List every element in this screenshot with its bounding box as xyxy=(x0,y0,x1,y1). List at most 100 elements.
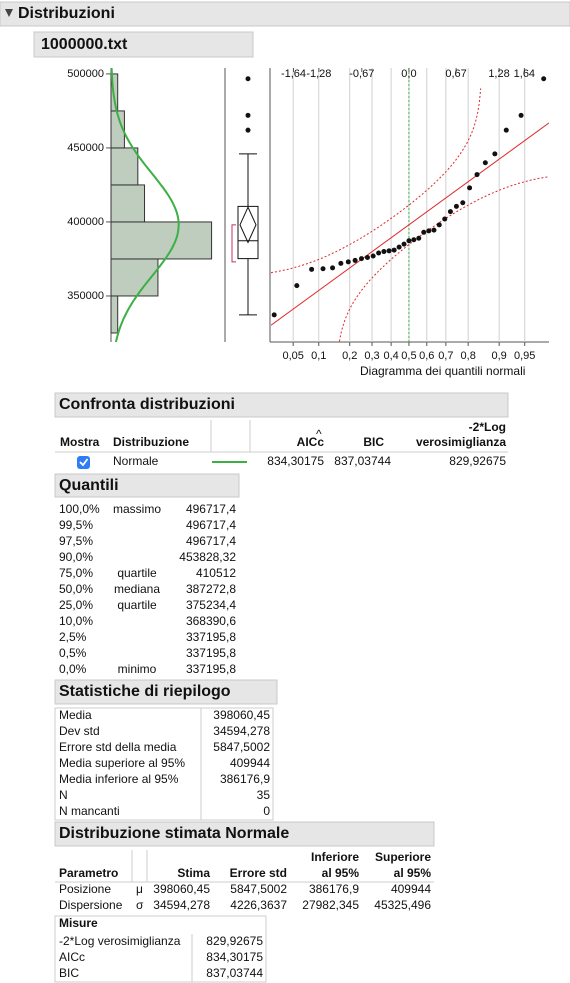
histogram-bar xyxy=(110,147,139,186)
quantile-value: 337195,8 xyxy=(186,662,236,676)
quantile-pct: 50,0% xyxy=(59,582,93,596)
cell: 409944 xyxy=(391,882,431,896)
section-header[interactable] xyxy=(54,821,435,847)
quantile-point xyxy=(391,247,397,253)
normal-fit-curve xyxy=(110,67,180,343)
quantile-point xyxy=(467,185,473,191)
file-title: 1000000.txt xyxy=(41,36,128,53)
top-tick-label: 1,64 xyxy=(514,68,535,80)
quantile-point xyxy=(364,254,370,260)
quantile-point xyxy=(294,283,300,289)
column-header: Stima xyxy=(177,866,210,880)
measure-label: AICc xyxy=(59,950,85,964)
section-header[interactable] xyxy=(33,31,254,58)
x-axis-title: Diagramma dei quantili normali xyxy=(360,364,525,378)
x-tick-label: 0,5 xyxy=(401,350,416,362)
section-title: Statistiche di riepilogo xyxy=(59,683,231,700)
histogram-bar xyxy=(110,184,146,223)
cell: 5847,5002 xyxy=(230,882,287,896)
stat-label: N mancanti xyxy=(59,804,120,818)
column-header: Parametro xyxy=(59,866,118,880)
quantile-point xyxy=(442,216,448,222)
histogram-bar xyxy=(110,221,213,260)
column-header: Mostra xyxy=(60,435,100,449)
checkbox[interactable] xyxy=(77,456,90,469)
box xyxy=(237,205,259,260)
column-header: -2*Log xyxy=(469,420,506,434)
quantile-pct: 100,0% xyxy=(59,502,100,516)
cell: 386176,9 xyxy=(309,882,359,896)
measure-value: 834,30175 xyxy=(206,950,263,964)
x-tick-label: 0,9 xyxy=(491,350,506,362)
top-tick-label: 0,0 xyxy=(401,68,416,80)
quantile-point xyxy=(474,172,480,178)
y-tick-label: 450000 xyxy=(67,142,104,154)
quantile-point xyxy=(320,266,326,272)
quantile-point xyxy=(338,260,344,266)
quantile-pct: 2,5% xyxy=(59,630,87,644)
cell: 34594,278 xyxy=(153,898,210,912)
quantile-point xyxy=(503,127,509,133)
section-title: Distribuzioni xyxy=(18,5,115,22)
section-header[interactable] xyxy=(54,679,278,705)
column-header: Errore std xyxy=(230,866,287,880)
quantile-value: 410512 xyxy=(196,566,236,580)
quantile-point xyxy=(453,203,459,209)
distribution-name: Normale xyxy=(113,454,159,468)
stat-value: 409944 xyxy=(230,756,270,770)
x-tick-label: 0,4 xyxy=(383,350,398,362)
stat-label: Media inferiore al 95% xyxy=(59,772,179,786)
cell: Posizione xyxy=(59,882,111,896)
stat-value: 5847,5002 xyxy=(213,740,270,754)
cell: 829,92675 xyxy=(449,454,506,468)
column-header: BIC xyxy=(363,435,384,449)
column-header: al 95% xyxy=(394,866,432,880)
quantile-point xyxy=(376,250,382,256)
top-tick-label: 0,67 xyxy=(445,68,466,80)
x-tick-label: 0,7 xyxy=(438,350,453,362)
column-header: al 95% xyxy=(322,866,360,880)
top-tick-label: 1,28 xyxy=(488,68,509,80)
top-tick-label: -0,67 xyxy=(349,68,374,80)
quantile-pct: 99,5% xyxy=(59,518,93,532)
quantile-value: 375234,4 xyxy=(186,598,236,612)
checkmark xyxy=(79,458,89,467)
quantile-pct: 75,0% xyxy=(59,566,93,580)
confidence-band xyxy=(271,88,482,274)
x-tick-label: 0,3 xyxy=(364,350,379,362)
section-header[interactable] xyxy=(0,1,570,27)
quantile-point xyxy=(396,244,402,250)
x-tick-label: 0,2 xyxy=(342,350,357,362)
top-tick-label: -1,64 xyxy=(281,68,306,80)
quantile-value: 496717,4 xyxy=(186,518,236,532)
stat-label: N xyxy=(59,788,68,802)
stat-value: 0 xyxy=(263,804,270,818)
quantile-point xyxy=(492,151,498,157)
cell: 45325,496 xyxy=(374,898,431,912)
quantile-plot xyxy=(271,68,549,342)
measure-label: BIC xyxy=(59,966,79,980)
quantile-point xyxy=(406,238,412,244)
y-tick-label: 500000 xyxy=(67,68,104,80)
sort-indicator: ^ xyxy=(316,427,322,441)
measure-value: 829,92675 xyxy=(206,934,263,948)
table-frame xyxy=(54,707,274,821)
quantile-label: quartile xyxy=(117,566,157,580)
quantile-point xyxy=(386,248,392,254)
disclosure-icon[interactable] xyxy=(5,9,13,17)
section-header[interactable] xyxy=(54,473,240,498)
quantile-point xyxy=(330,265,336,271)
section-header[interactable] xyxy=(54,392,509,418)
quantile-point xyxy=(431,227,437,233)
quantile-point xyxy=(411,237,417,243)
quantile-point xyxy=(381,249,387,255)
outlier xyxy=(245,76,251,82)
x-tick-label: 0,6 xyxy=(419,350,434,362)
measure-label: -2*Log verosimiglianza xyxy=(59,934,181,948)
confidence-band xyxy=(338,176,549,342)
histogram-bar xyxy=(110,295,119,334)
column-header: Distribuzione xyxy=(113,435,189,449)
quantile-point xyxy=(482,160,488,166)
cell: 398060,45 xyxy=(153,882,210,896)
